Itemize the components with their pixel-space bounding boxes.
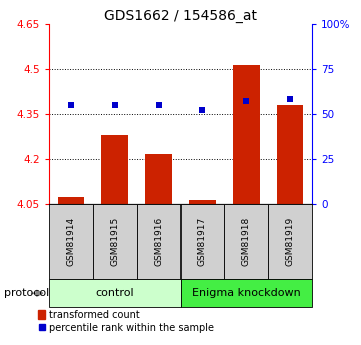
- Bar: [145, 154, 172, 204]
- Bar: [233, 65, 260, 204]
- Bar: [49, 204, 93, 279]
- Point: [287, 97, 293, 102]
- Bar: [136, 204, 180, 279]
- Bar: [277, 105, 304, 204]
- Legend: transformed count, percentile rank within the sample: transformed count, percentile rank withi…: [34, 306, 218, 337]
- Bar: [189, 200, 216, 204]
- Text: Enigma knockdown: Enigma knockdown: [192, 288, 301, 298]
- Text: control: control: [95, 288, 134, 298]
- Point: [68, 102, 74, 108]
- Text: GSM81916: GSM81916: [154, 217, 163, 266]
- Point: [200, 108, 205, 113]
- Title: GDS1662 / 154586_at: GDS1662 / 154586_at: [104, 9, 257, 23]
- Bar: [49, 279, 180, 307]
- Text: GSM81915: GSM81915: [110, 217, 119, 266]
- Text: GSM81914: GSM81914: [66, 217, 75, 266]
- Bar: [101, 135, 128, 204]
- Text: GSM81917: GSM81917: [198, 217, 207, 266]
- Point: [112, 102, 117, 108]
- Bar: [225, 204, 268, 279]
- Bar: [180, 204, 225, 279]
- Bar: [57, 197, 84, 204]
- Text: protocol: protocol: [4, 288, 49, 298]
- Bar: [268, 204, 312, 279]
- Point: [156, 102, 161, 108]
- Point: [243, 99, 249, 104]
- Bar: [180, 279, 312, 307]
- Text: GSM81919: GSM81919: [286, 217, 295, 266]
- Bar: [93, 204, 136, 279]
- Text: GSM81918: GSM81918: [242, 217, 251, 266]
